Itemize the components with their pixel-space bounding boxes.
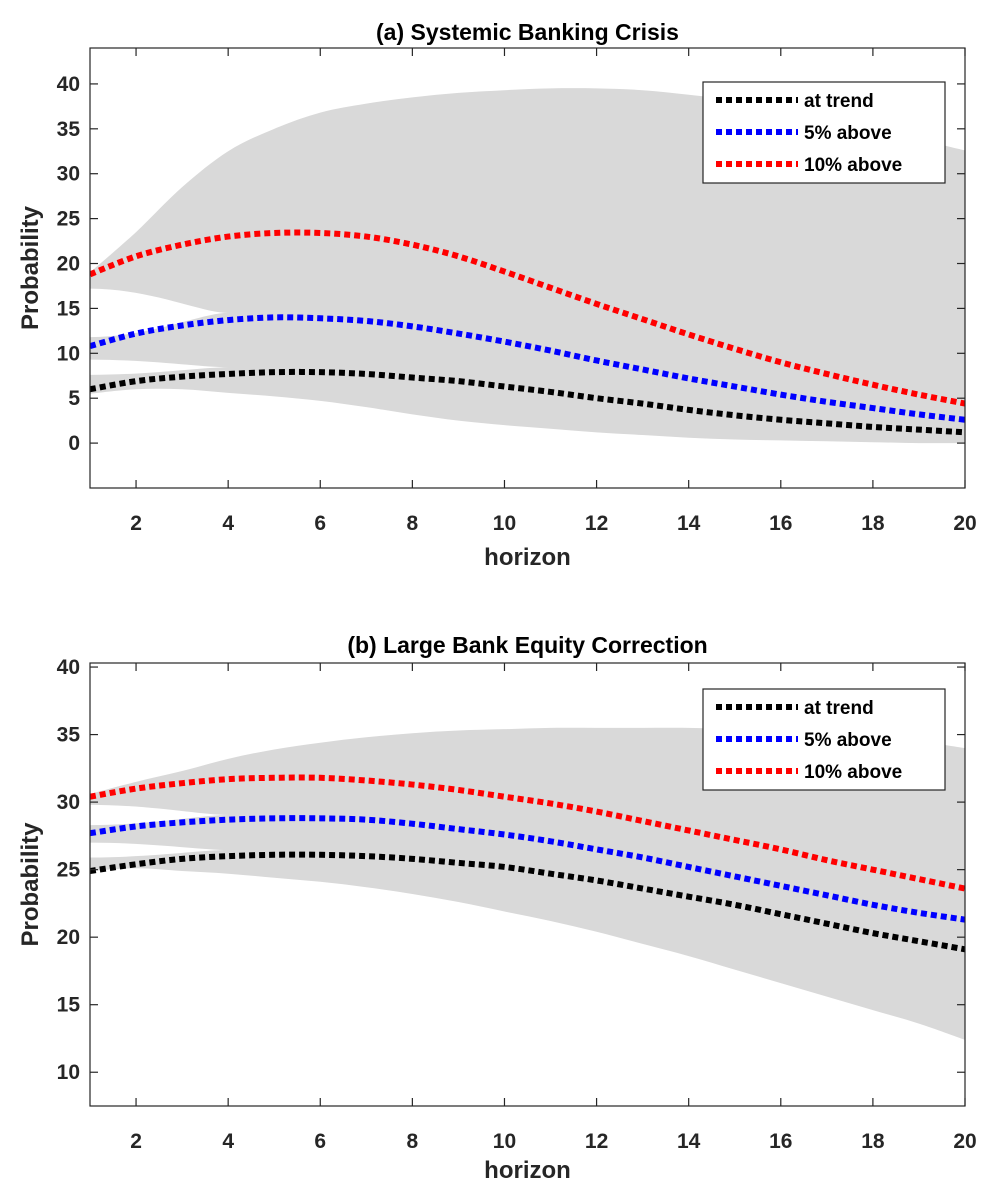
x-tick-label: 14 <box>677 1130 701 1153</box>
chart-panel-b: 2 4 6 8 10 12 14 16 18 20 10 15 20 25 30 35 40 (b) Large … <box>17 632 977 1180</box>
legend: at trend 5% above 10% above <box>702 688 946 791</box>
x-tick-label: 8 <box>407 512 419 535</box>
y-tick-label: 25 <box>57 859 81 882</box>
confidence-band <box>90 727 965 1040</box>
x-tick-label: 16 <box>769 512 792 535</box>
legend-box <box>702 688 946 791</box>
x-axis-label: horizon <box>484 1157 571 1180</box>
x-tick-label: 4 <box>222 1130 234 1153</box>
x-tick-label: 12 <box>585 1130 608 1153</box>
x-tick-label: 18 <box>861 512 885 535</box>
legend-label-5-above: 5% above <box>804 123 892 144</box>
plot-content <box>90 727 965 1040</box>
series-line-10-above <box>90 774 965 892</box>
series-line-at-trend <box>90 851 965 953</box>
x-tick-label: 2 <box>130 512 142 535</box>
x-tick-label: 6 <box>314 1130 326 1153</box>
y-tick-label: 0 <box>68 432 80 455</box>
y-tick-label: 10 <box>57 342 80 365</box>
y-tick-label: 10 <box>57 1061 80 1084</box>
chart-panel-a: 2 4 6 8 10 12 14 16 18 20 0 5 10 15 20 25 30 35 40 (a) Syst… <box>17 19 977 571</box>
y-axis-label: Probability <box>17 822 44 947</box>
series-line-at-trend <box>90 368 965 436</box>
x-tick-label: 16 <box>769 1130 792 1153</box>
y-tick-label: 35 <box>57 118 81 141</box>
series-10-above <box>90 229 965 407</box>
y-axis-label: Probability <box>17 205 44 330</box>
legend: at trend 5% above 10% above <box>702 81 946 184</box>
legend-label-10-above: 10% above <box>804 762 902 783</box>
y-tick-label: 30 <box>57 163 80 186</box>
x-tick-label: 6 <box>314 512 326 535</box>
y-tick-label: 30 <box>57 791 80 814</box>
series-5-above <box>90 815 965 923</box>
legend-box <box>702 81 946 184</box>
y-tick-label: 20 <box>57 926 80 949</box>
series-line-5-above <box>90 815 965 923</box>
band-notch-1 <box>90 842 229 858</box>
x-tick-label: 4 <box>222 512 234 535</box>
legend-label-10-above: 10% above <box>804 155 902 176</box>
x-tick-label: 20 <box>953 1130 976 1153</box>
x-tick-label: 20 <box>953 512 976 535</box>
legend-label-5-above: 5% above <box>804 730 892 751</box>
axes-box <box>89 47 966 489</box>
band-notch-1 <box>90 359 229 375</box>
x-tick-label: 10 <box>493 1130 516 1153</box>
x-tick-label: 12 <box>585 512 608 535</box>
y-tick-label: 35 <box>57 724 81 747</box>
x-tick-label: 2 <box>130 1130 142 1153</box>
y-tick-label: 5 <box>68 387 80 410</box>
y-tick-label: 25 <box>57 208 81 231</box>
y-tick-label: 15 <box>57 994 81 1017</box>
band-notch-2 <box>90 804 229 826</box>
legend-label-at-trend: at trend <box>804 698 874 719</box>
y-tick-label: 40 <box>57 656 80 679</box>
band-notch-2 <box>90 288 229 338</box>
x-tick-label: 14 <box>677 512 701 535</box>
series-10-above <box>90 774 965 892</box>
axes-box <box>89 662 966 1107</box>
chart-title: (a) Systemic Banking Crisis <box>376 19 679 45</box>
x-axis-label: horizon <box>484 544 571 571</box>
x-tick-label: 18 <box>861 1130 885 1153</box>
y-tick-label: 40 <box>57 73 80 96</box>
y-tick-label: 20 <box>57 253 80 276</box>
chart-title: (b) Large Bank Equity Correction <box>347 632 707 658</box>
x-tick-label: 10 <box>493 512 516 535</box>
y-tick-label: 15 <box>57 297 81 320</box>
legend-label-at-trend: at trend <box>804 91 874 112</box>
series-line-5-above <box>90 314 965 423</box>
x-tick-label: 8 <box>407 1130 419 1153</box>
